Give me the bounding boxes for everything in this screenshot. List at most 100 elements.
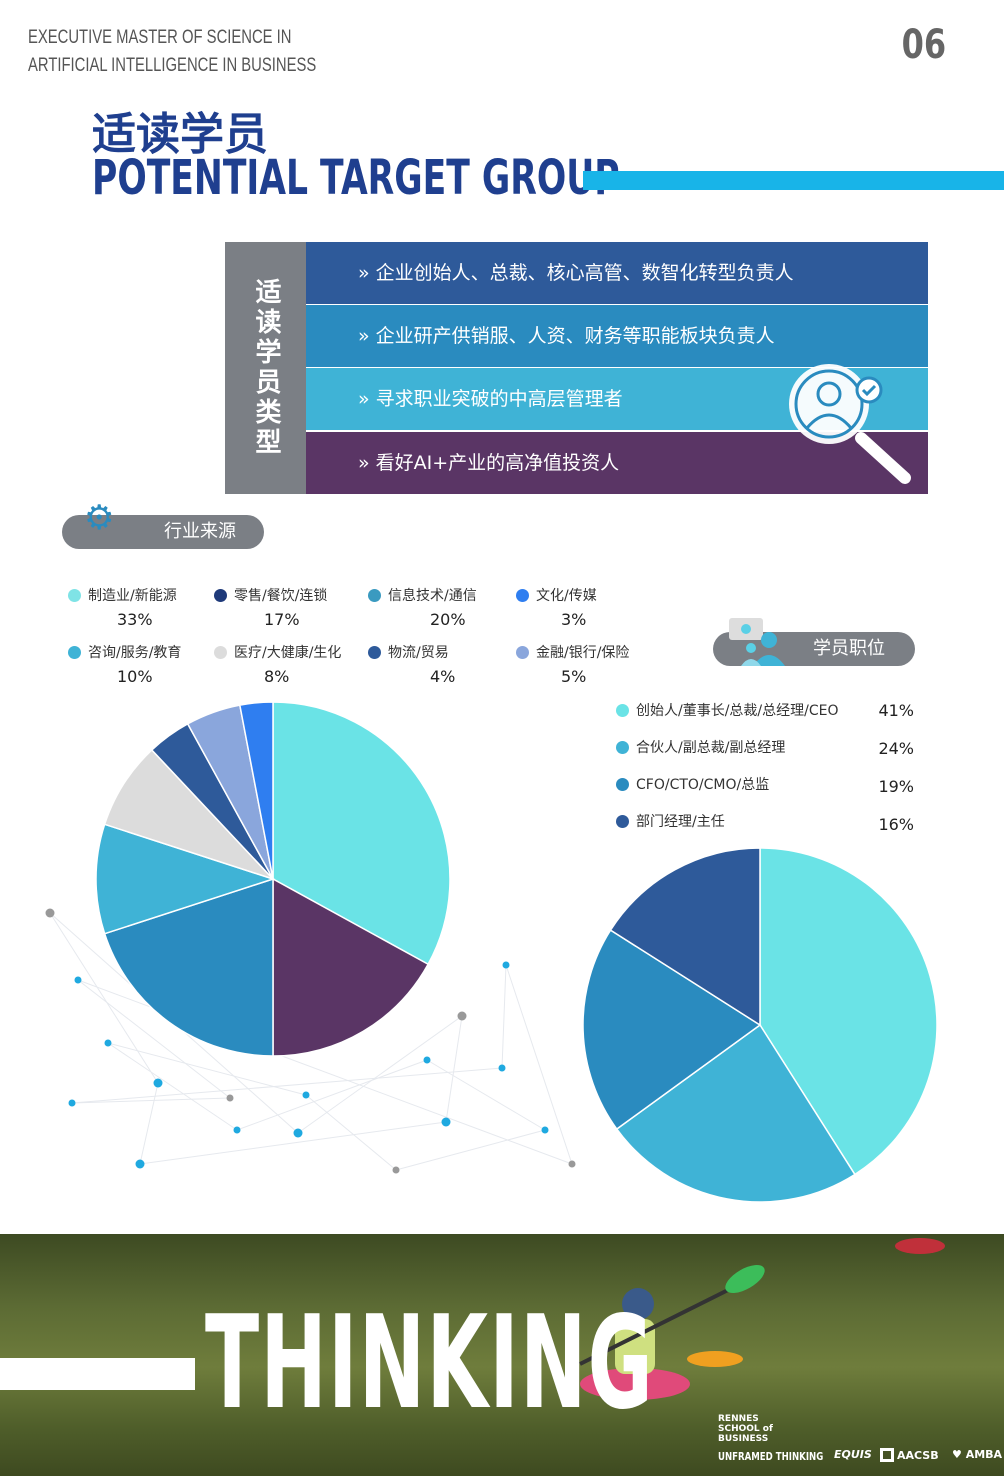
- industry-pie-slice: [103, 877, 274, 1057]
- network-node: [423, 1056, 431, 1064]
- network-node: [74, 976, 82, 984]
- legend-dot: [68, 646, 81, 659]
- magnifier-person-check-icon: [789, 364, 911, 484]
- page-title-cn: 适读学员: [92, 109, 268, 160]
- legend-percent: 17%: [264, 610, 300, 629]
- legend-dot: [214, 646, 227, 659]
- position-legend-item: 合伙人/副总裁/副总经理: [616, 737, 785, 757]
- industry-pie-slice: [103, 748, 274, 880]
- school-logo: RENNES SCHOOL of BUSINESS: [718, 1414, 773, 1444]
- legend-dot: [616, 704, 629, 717]
- position-pie-slice: [615, 1023, 856, 1203]
- industry-legend-item: 金融/银行/保险: [516, 642, 629, 662]
- industry-pie-slice: [272, 701, 451, 966]
- industry-legend-item: 制造业/新能源: [68, 585, 177, 605]
- legend-percent: 8%: [264, 667, 290, 686]
- industry-pie-chart: [95, 701, 938, 1203]
- legend-percent: 5%: [561, 667, 587, 686]
- banner-word: THINKING: [205, 1289, 654, 1438]
- industry-legend-item: 医疗/大健康/生化: [214, 642, 341, 662]
- banner-white-line: [0, 1358, 195, 1390]
- legend-dot: [516, 646, 529, 659]
- legend-percent: 19%: [878, 777, 914, 796]
- legend-label: 金融/银行/保险: [536, 645, 630, 661]
- industry-legend-item: 物流/贸易: [368, 642, 449, 662]
- network-line: [77, 979, 231, 1099]
- position-pie-slice: [759, 847, 938, 1176]
- program-header: EXECUTIVE MASTER OF SCIENCE IN ARTIFICIA…: [28, 24, 316, 80]
- target-types-panel: 适读学员类型 » 企业创始人、总裁、核心高管、数智化转型负责人 » 企业研产供销…: [225, 242, 928, 494]
- type-row: » 企业创始人、总裁、核心高管、数智化转型负责人: [306, 242, 928, 304]
- network-node: [441, 1117, 451, 1127]
- network-node: [541, 1126, 549, 1134]
- network-line: [505, 964, 573, 1165]
- industry-pie-slice: [238, 701, 274, 880]
- position-pie-slice: [609, 847, 761, 1027]
- position-label: 学员职位: [813, 638, 885, 659]
- network-line: [297, 1015, 463, 1134]
- industry-pie-slice: [272, 877, 430, 1057]
- aacsb-logo: AACSB: [880, 1448, 939, 1462]
- legend-percent: 4%: [430, 667, 456, 686]
- legend-label: CFO/CTO/CMO/总监: [636, 777, 770, 793]
- kayak-banner-photo: [0, 1234, 1004, 1476]
- network-line: [426, 1059, 546, 1131]
- network-node: [68, 1099, 76, 1107]
- industry-legend-item: 零售/餐饮/连锁: [214, 585, 327, 605]
- legend-percent: 16%: [878, 815, 914, 834]
- legend-dot: [616, 815, 629, 828]
- network-decoration: [45, 908, 576, 1174]
- school-slogan: UNFRAMED THINKING: [718, 1450, 824, 1463]
- legend-dot: [368, 589, 381, 602]
- network-node: [568, 1160, 576, 1168]
- network-node: [135, 1159, 145, 1169]
- legend-percent: 33%: [117, 610, 153, 629]
- legend-percent: 10%: [117, 667, 153, 686]
- legend-percent: 20%: [430, 610, 466, 629]
- legend-label: 创始人/董事长/总裁/总经理/CEO: [636, 703, 839, 719]
- legend-label: 医疗/大健康/生化: [234, 645, 342, 661]
- network-line: [305, 1094, 397, 1171]
- accent-bar: [583, 171, 1004, 190]
- legend-dot: [616, 741, 629, 754]
- amba-logo: ♥ AMBA: [952, 1448, 1003, 1461]
- gears-icon: ⚙: [84, 498, 115, 538]
- position-legend-item: CFO/CTO/CMO/总监: [616, 774, 769, 794]
- amba-text: AMBA: [965, 1448, 1003, 1461]
- industry-legend-item: 信息技术/通信: [368, 585, 477, 605]
- page-number: 06: [901, 22, 947, 68]
- legend-label: 零售/餐饮/连锁: [234, 588, 328, 604]
- type-row: » 企业研产供销服、人资、财务等职能板块负责人: [306, 305, 928, 367]
- industry-label: 行业来源: [164, 521, 236, 542]
- legend-label: 制造业/新能源: [88, 588, 177, 604]
- network-node: [153, 1078, 163, 1088]
- network-line: [501, 964, 507, 1069]
- network-line: [445, 1015, 463, 1123]
- network-node: [498, 1064, 506, 1072]
- types-label: 适读学员类型: [225, 242, 306, 494]
- aacsb-text: AACSB: [897, 1449, 939, 1462]
- network-line: [139, 1121, 447, 1165]
- network-node: [302, 1091, 310, 1099]
- legend-label: 合伙人/副总裁/副总经理: [636, 740, 786, 756]
- legend-dot: [368, 646, 381, 659]
- legend-label: 咨询/服务/教育: [88, 645, 182, 661]
- network-node: [502, 961, 510, 969]
- legend-dot: [616, 778, 629, 791]
- position-legend-item: 部门经理/主任: [616, 811, 725, 831]
- network-line: [395, 1129, 546, 1171]
- industry-legend-item: 文化/传媒: [516, 585, 597, 605]
- position-legend-item: 创始人/董事长/总裁/总经理/CEO: [616, 700, 839, 720]
- network-node: [233, 1126, 241, 1134]
- network-line: [107, 1042, 238, 1131]
- network-node: [457, 1011, 467, 1021]
- network-line: [49, 912, 159, 1084]
- network-node: [45, 908, 55, 918]
- position-pill: 学员职位: [713, 618, 915, 666]
- industry-legend-item: 咨询/服务/教育: [68, 642, 181, 662]
- network-line: [71, 1067, 503, 1104]
- network-node: [104, 1039, 112, 1047]
- position-pie-slice: [582, 929, 762, 1131]
- network-line: [236, 1059, 428, 1131]
- legend-label: 部门经理/主任: [636, 814, 725, 830]
